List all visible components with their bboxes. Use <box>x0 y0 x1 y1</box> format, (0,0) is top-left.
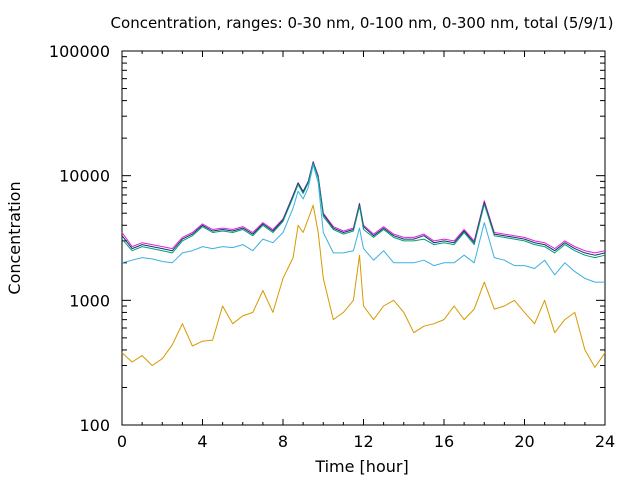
series-lines <box>121 161 606 368</box>
series-line-2 <box>121 161 606 256</box>
series-line-3 <box>121 162 606 259</box>
chart-title: Concentration, ranges: 0-30 nm, 0-100 nm… <box>111 14 614 32</box>
x-axis-label: Time [hour] <box>314 457 408 476</box>
x-tick-label: 16 <box>434 432 454 451</box>
x-tick-label: 4 <box>197 432 207 451</box>
x-tick-label: 20 <box>514 432 534 451</box>
series-line-5 <box>121 204 606 368</box>
x-tick-label: 24 <box>595 432 615 451</box>
plot-frame <box>121 50 606 426</box>
y-tick-label: 100 <box>79 416 110 435</box>
y-tick-label: 1000 <box>69 291 110 310</box>
x-tick-label: 0 <box>117 432 127 451</box>
y-tick-label: 10000 <box>59 167 110 186</box>
y-tick-label: 100000 <box>49 42 110 61</box>
series-line-1 <box>121 161 606 254</box>
x-tick-label: 12 <box>353 432 373 451</box>
y-axis-label: Concentration <box>5 181 24 294</box>
x-tick-label: 8 <box>278 432 288 451</box>
series-line-4 <box>121 164 605 283</box>
axis-ticks: 0 4 8 12 16 20 24 100 1000 10000 100000 <box>49 42 615 451</box>
